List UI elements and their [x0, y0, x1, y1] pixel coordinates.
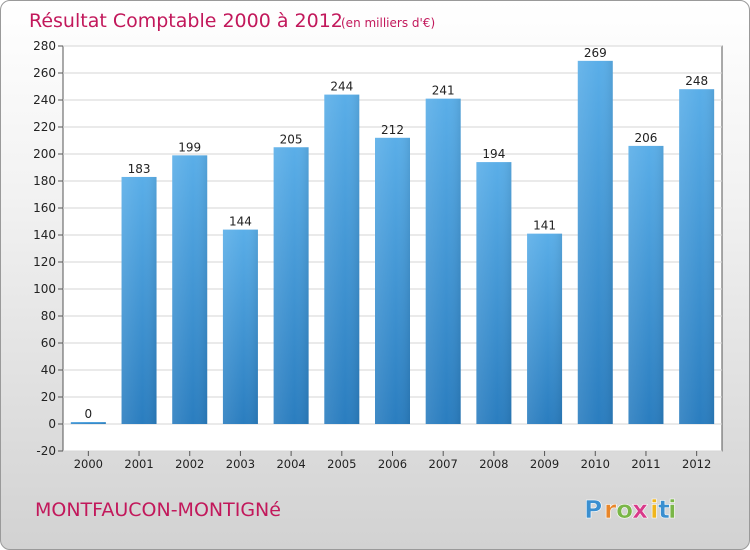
data-label: 183: [128, 162, 151, 176]
bar-shade: [121, 176, 157, 424]
data-label: 194: [482, 147, 505, 161]
x-tick-label: 2009: [530, 457, 559, 471]
bar-shade: [324, 94, 360, 424]
logo-letter: P: [584, 495, 602, 524]
x-tick-label: 2010: [581, 457, 610, 471]
data-label: 205: [280, 132, 303, 146]
bar-shade: [577, 60, 613, 424]
y-tick-label: 160: [33, 201, 56, 215]
y-tick-label: 40: [41, 363, 56, 377]
y-tick-label: 120: [33, 255, 56, 269]
data-label: 244: [330, 80, 353, 94]
bar-shade: [70, 422, 106, 424]
y-tick-label: 80: [41, 309, 56, 323]
y-tick-label: 200: [33, 147, 56, 161]
y-axis-ticks: -20 0 20 40 60 80 100 120 140 160 180 200 220 240 260 2…: [33, 39, 63, 458]
y-tick-label: 220: [33, 120, 56, 134]
y-tick-label: 240: [33, 93, 56, 107]
bar-shade: [375, 137, 410, 425]
y-tick-label: 100: [33, 282, 56, 296]
data-label: 144: [229, 215, 252, 229]
chart-subtitle: (en milliers d'€): [341, 16, 435, 30]
x-tick-label: 2003: [226, 457, 255, 471]
data-label: 241: [432, 84, 455, 98]
chart-title: Résultat Comptable 2000 à 2012: [29, 10, 343, 32]
bar-shade: [425, 98, 461, 425]
y-tick-label: 140: [33, 228, 56, 242]
x-tick-label: 2011: [631, 457, 660, 471]
logo-letter: t: [658, 495, 670, 524]
data-label: 269: [584, 46, 607, 60]
x-tick-label: 2005: [327, 457, 356, 471]
y-tick-label: 260: [33, 66, 56, 80]
y-tick-label: 180: [33, 174, 56, 188]
data-label: 141: [533, 219, 556, 233]
logo-letter: r: [604, 495, 617, 524]
y-tick-label: 280: [33, 39, 56, 53]
logo-letter: x: [632, 495, 648, 524]
y-tick-label: 0: [48, 417, 56, 431]
bar-shade: [679, 89, 715, 424]
x-tick-label: 2002: [175, 457, 204, 471]
logo-letter: i: [650, 495, 659, 524]
x-tick-label: 2000: [74, 457, 103, 471]
y-tick-label: -20: [36, 444, 56, 458]
bar-shade: [172, 155, 208, 424]
x-tick-label: 2006: [378, 457, 407, 471]
x-tick-label: 2007: [429, 457, 458, 471]
x-tick-label: 2008: [479, 457, 508, 471]
bar-shade: [628, 145, 664, 424]
bar-shade: [273, 147, 309, 424]
y-tick-label: 60: [41, 336, 56, 350]
logo-letter: i: [668, 495, 677, 524]
data-label: 199: [178, 140, 201, 154]
logo-letter: o: [616, 495, 633, 524]
data-label: 0: [85, 407, 93, 421]
bar-shade: [476, 162, 512, 424]
x-tick-label: 2012: [682, 457, 711, 471]
place-name: MONTFAUCON-MONTIGNé: [35, 499, 281, 521]
bar-shade: [527, 233, 563, 424]
data-label: 248: [685, 74, 708, 88]
y-tick-label: 20: [41, 390, 56, 404]
data-label: 212: [381, 123, 404, 137]
x-tick-label: 2004: [276, 457, 305, 471]
x-axis-ticks: 2000 2001 2002 2003 2004 2005 2006 2007 2008 2009…: [74, 451, 711, 471]
data-label: 206: [635, 131, 658, 145]
bars: 0 183 199 144 205 244 212 241 194 141 269 206 248: [70, 46, 715, 425]
x-tick-label: 2001: [124, 457, 153, 471]
bar-shade: [222, 229, 258, 424]
